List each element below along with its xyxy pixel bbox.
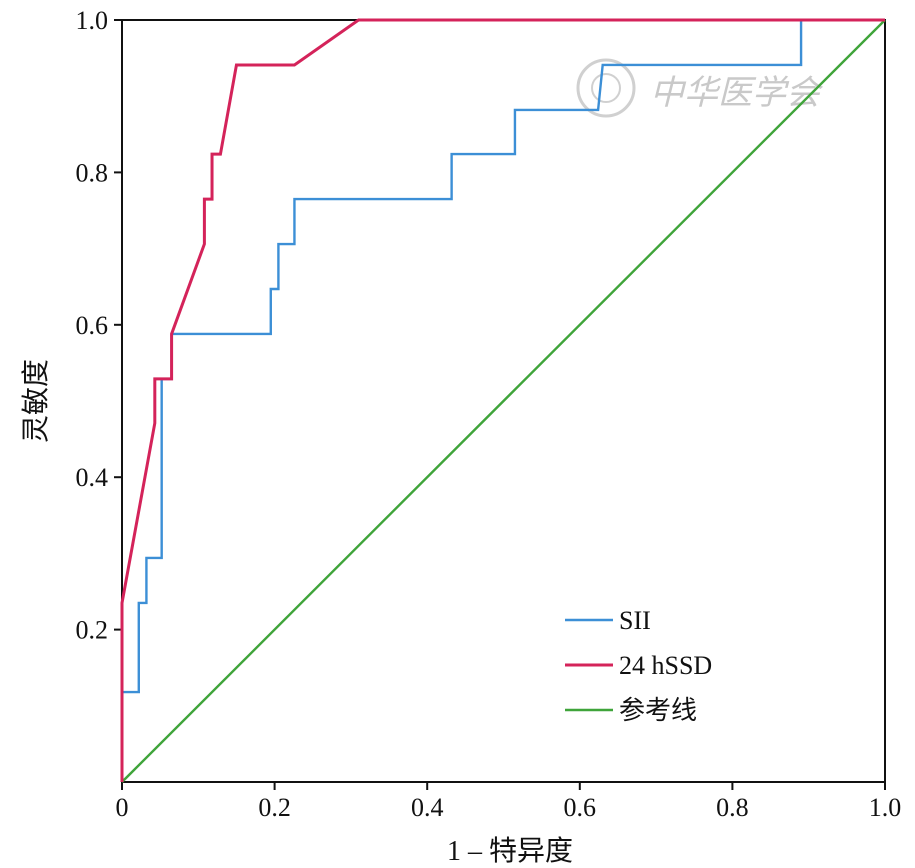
x-axis-title: 1 – 特异度	[447, 835, 573, 867]
series-line-24-hssd	[120, 18, 885, 782]
series-line-sii	[120, 18, 885, 782]
y-tick-label: 0.8	[76, 158, 109, 187]
y-tick-label: 0.4	[76, 463, 109, 492]
series-lines	[120, 18, 886, 783]
watermark-text: 中华医学会	[650, 75, 824, 112]
x-tick-label: 1.0	[869, 793, 902, 822]
y-tick-label: 1.0	[76, 6, 109, 35]
y-tick-label: 0.2	[76, 616, 109, 645]
x-axis-ticks: 0 0.2 0.4 0.6 0.8 1.0	[116, 782, 902, 822]
watermark-seal-icon	[576, 58, 636, 118]
x-tick-label: 0.4	[411, 793, 444, 822]
y-axis-title: 灵敏度	[20, 359, 52, 443]
x-tick-label: 0	[116, 793, 129, 822]
x-tick-label: 0.8	[716, 793, 749, 822]
x-tick-label: 0.2	[258, 793, 291, 822]
legend-label: 参考线	[619, 696, 697, 725]
watermark: 中华医学会	[576, 58, 824, 118]
y-tick-label: 0.6	[76, 311, 109, 340]
watermark-seal-inner-icon	[591, 73, 621, 103]
series-line-reference	[121, 19, 886, 783]
legend-label: 24 hSSD	[619, 651, 712, 680]
x-tick-label: 0.6	[564, 793, 597, 822]
legend-label: SII	[619, 606, 651, 635]
legend: SII 24 hSSD 参考线	[565, 606, 712, 725]
y-axis-ticks: 0.2 0.4 0.6 0.8 1.0	[76, 6, 122, 645]
